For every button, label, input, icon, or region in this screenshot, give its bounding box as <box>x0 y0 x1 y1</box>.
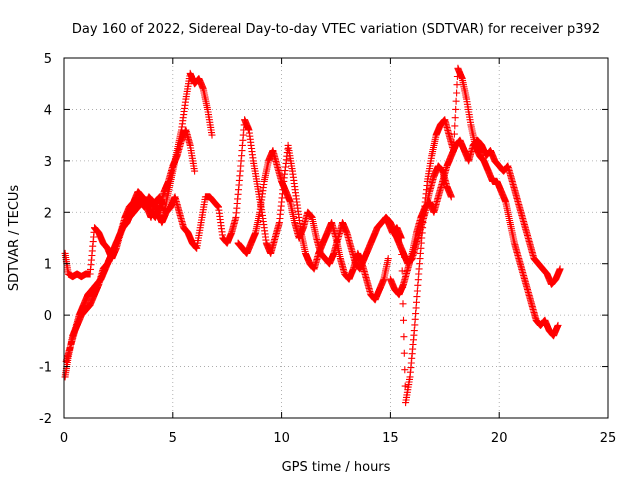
data-point <box>556 265 564 273</box>
data-point <box>400 333 408 341</box>
data-point <box>401 366 409 374</box>
data-point <box>452 97 460 105</box>
series-track-b <box>61 126 199 381</box>
y-tick-label: -2 <box>39 412 52 427</box>
y-tick-label: -1 <box>39 361 52 376</box>
data-point <box>399 300 407 308</box>
data-point <box>447 193 455 201</box>
y-tick-label: 3 <box>44 155 52 170</box>
x-tick-label: 5 <box>169 431 177 446</box>
data-point <box>400 316 407 324</box>
x-tick-label: 20 <box>491 431 508 446</box>
y-tick-label: 0 <box>44 309 52 324</box>
data-point <box>398 251 406 258</box>
data-point <box>453 81 461 89</box>
series-track-a <box>61 69 216 281</box>
data-point <box>397 234 405 242</box>
x-tick-label: 0 <box>60 431 68 446</box>
y-tick-label: 5 <box>44 52 52 67</box>
data-point <box>191 167 199 175</box>
series-track-c <box>62 116 392 365</box>
x-tick-label: 10 <box>273 431 290 446</box>
y-tick-labels: -2 -1 0 1 2 3 4 5 <box>39 52 52 427</box>
data-point <box>451 122 459 130</box>
chart-title: Day 160 of 2022, Sidereal Day-to-day VTE… <box>72 22 600 37</box>
data-point <box>453 89 461 97</box>
plot-frame <box>63 57 609 419</box>
series-track-f <box>386 136 564 299</box>
data-points <box>61 64 564 407</box>
series-track-e <box>384 64 562 407</box>
x-tick-label: 25 <box>600 431 617 446</box>
y-tick-label: 2 <box>44 206 52 221</box>
y-axis-label: SDTVAR / TECUs <box>7 185 22 292</box>
data-point <box>452 105 460 113</box>
data-point <box>400 349 408 357</box>
x-axis-label: GPS time / hours <box>282 460 391 475</box>
x-tick-label: 15 <box>382 431 399 446</box>
axis-ticks <box>63 57 609 419</box>
data-point <box>451 114 459 122</box>
data-point <box>208 131 216 139</box>
data-point <box>554 321 562 329</box>
data-point <box>384 255 392 263</box>
y-tick-label: 4 <box>44 103 52 118</box>
y-tick-label: 1 <box>44 258 52 273</box>
grid-lines <box>64 58 608 418</box>
x-tick-labels: 0 5 10 15 20 25 <box>60 431 616 446</box>
data-point <box>450 130 458 138</box>
data-point <box>401 382 409 390</box>
